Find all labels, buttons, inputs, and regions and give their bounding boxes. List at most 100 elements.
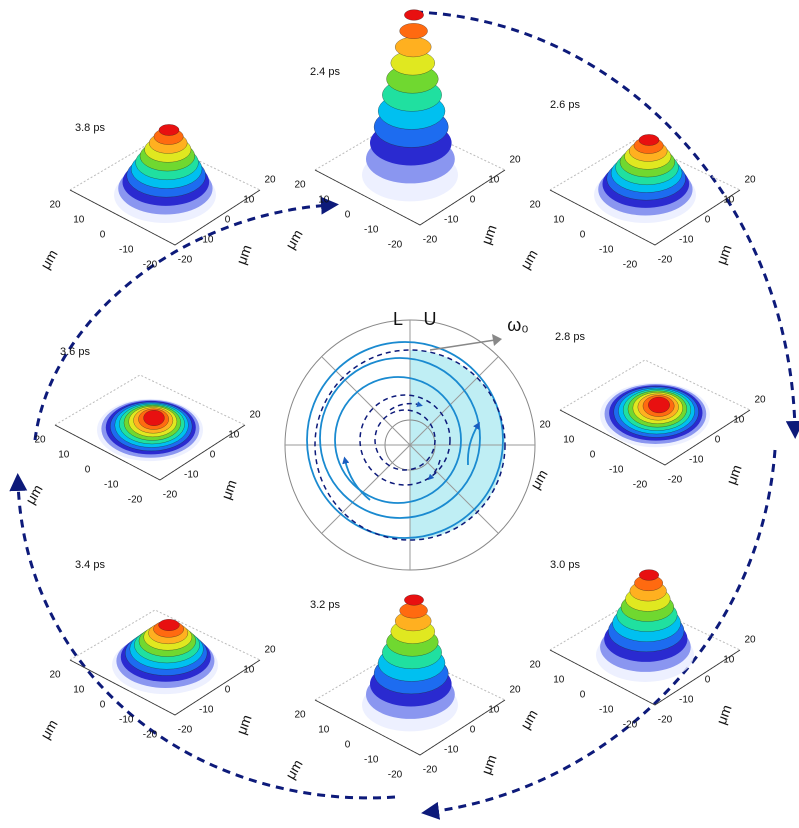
right-tick-label: 0 xyxy=(225,685,231,696)
left-tick-label: 20 xyxy=(49,670,61,681)
right-unit: μm xyxy=(713,243,735,267)
surface-layer xyxy=(159,619,180,630)
left-tick-label: 20 xyxy=(294,180,306,191)
right-tick-label: -10 xyxy=(679,235,694,246)
time-label: 2.8 ps xyxy=(555,331,585,343)
right-tick-label: 10 xyxy=(723,195,735,206)
left-unit: μm xyxy=(517,707,541,732)
frequency-label: ω₀ xyxy=(507,315,529,335)
right-tick-label: 20 xyxy=(264,175,276,186)
left-tick-label: -10 xyxy=(119,245,134,256)
left-tick-label: 20 xyxy=(294,710,306,721)
left-tick-label: 10 xyxy=(318,725,330,736)
left-tick-label: -20 xyxy=(623,720,638,731)
left-tick-label: -10 xyxy=(104,480,119,491)
left-tick-label: -20 xyxy=(623,260,638,271)
right-unit: μm xyxy=(713,703,735,727)
left-tick-label: -10 xyxy=(364,755,379,766)
right-tick-label: 10 xyxy=(228,430,240,441)
left-tick-label: -10 xyxy=(599,245,614,256)
left-tick-label: 0 xyxy=(590,450,596,461)
left-tick-label: 0 xyxy=(100,700,106,711)
right-tick-label: 0 xyxy=(210,450,216,461)
time-label: 3.4 ps xyxy=(75,559,105,571)
surface-layer xyxy=(404,10,423,21)
right-tick-label: 20 xyxy=(264,645,276,656)
time-label: 2.6 ps xyxy=(550,99,580,111)
left-tick-label: -20 xyxy=(388,770,403,781)
left-tick-label: -20 xyxy=(128,495,143,506)
right-tick-label: 20 xyxy=(744,175,756,186)
left-tick-label: 10 xyxy=(73,215,85,226)
left-unit: μm xyxy=(22,482,46,507)
right-tick-label: 10 xyxy=(723,655,735,666)
right-unit: μm xyxy=(233,713,255,737)
left-unit: μm xyxy=(37,717,61,742)
right-tick-label: -10 xyxy=(199,235,214,246)
left-tick-label: 10 xyxy=(553,215,565,226)
surface-layer xyxy=(639,134,659,145)
right-unit: μm xyxy=(233,243,255,267)
panel: 2.4 ps2020101000-10-10-20-20μmμm xyxy=(282,10,521,252)
left-tick-label: 20 xyxy=(529,660,541,671)
left-tick-label: 0 xyxy=(345,210,351,221)
left-tick-label: 20 xyxy=(34,435,46,446)
left-tick-label: -10 xyxy=(599,705,614,716)
right-tick-label: 0 xyxy=(225,215,231,226)
right-tick-label: -10 xyxy=(444,745,459,756)
left-tick-label: -10 xyxy=(119,715,134,726)
right-tick-label: -20 xyxy=(178,255,193,266)
surface-layer xyxy=(400,23,428,38)
left-unit: μm xyxy=(282,757,306,782)
right-tick-label: -20 xyxy=(658,255,673,266)
right-tick-label: -10 xyxy=(184,470,199,481)
left-tick-label: 0 xyxy=(580,690,586,701)
right-tick-label: -10 xyxy=(679,695,694,706)
left-tick-label: 0 xyxy=(85,465,91,476)
right-tick-label: 0 xyxy=(470,195,476,206)
time-label: 3.8 ps xyxy=(75,122,105,134)
right-tick-label: -20 xyxy=(423,765,438,776)
right-tick-label: -10 xyxy=(444,215,459,226)
surface-layer xyxy=(144,410,165,425)
left-tick-label: 10 xyxy=(73,685,85,696)
surface-layer xyxy=(648,397,669,413)
left-unit: μm xyxy=(37,247,61,272)
figure: L U ω₀ 3.8 ps2020101000-10-10-20-20μmμm2… xyxy=(0,0,799,823)
left-tick-label: 0 xyxy=(345,740,351,751)
right-tick-label: 20 xyxy=(754,395,766,406)
left-unit: μm xyxy=(527,467,551,492)
left-tick-label: 10 xyxy=(318,195,330,206)
left-tick-label: -20 xyxy=(633,480,648,491)
left-tick-label: -20 xyxy=(143,260,158,271)
right-tick-label: 10 xyxy=(733,415,745,426)
left-tick-label: 0 xyxy=(100,230,106,241)
right-tick-label: 0 xyxy=(470,725,476,736)
right-unit: μm xyxy=(218,478,240,502)
right-tick-label: 20 xyxy=(249,410,261,421)
left-tick-label: 20 xyxy=(529,200,541,211)
right-unit: μm xyxy=(723,463,745,487)
right-unit: μm xyxy=(478,223,500,247)
left-tick-label: 10 xyxy=(58,450,70,461)
left-tick-label: -20 xyxy=(143,730,158,741)
right-tick-label: 20 xyxy=(744,635,756,646)
right-tick-label: 0 xyxy=(715,435,721,446)
time-label: 2.4 ps xyxy=(310,66,340,78)
time-label: 3.2 ps xyxy=(310,599,340,611)
left-tick-label: -20 xyxy=(388,240,403,251)
left-tick-label: -10 xyxy=(364,225,379,236)
right-tick-label: 0 xyxy=(705,675,711,686)
left-tick-label: 10 xyxy=(563,435,575,446)
right-label: U xyxy=(424,309,437,329)
left-tick-label: 20 xyxy=(49,200,61,211)
time-label: 3.0 ps xyxy=(550,559,580,571)
right-tick-label: -10 xyxy=(689,455,704,466)
right-tick-label: -20 xyxy=(178,725,193,736)
right-tick-label: 20 xyxy=(509,155,521,166)
surface-layer xyxy=(639,570,659,581)
surface-layer xyxy=(395,37,431,57)
